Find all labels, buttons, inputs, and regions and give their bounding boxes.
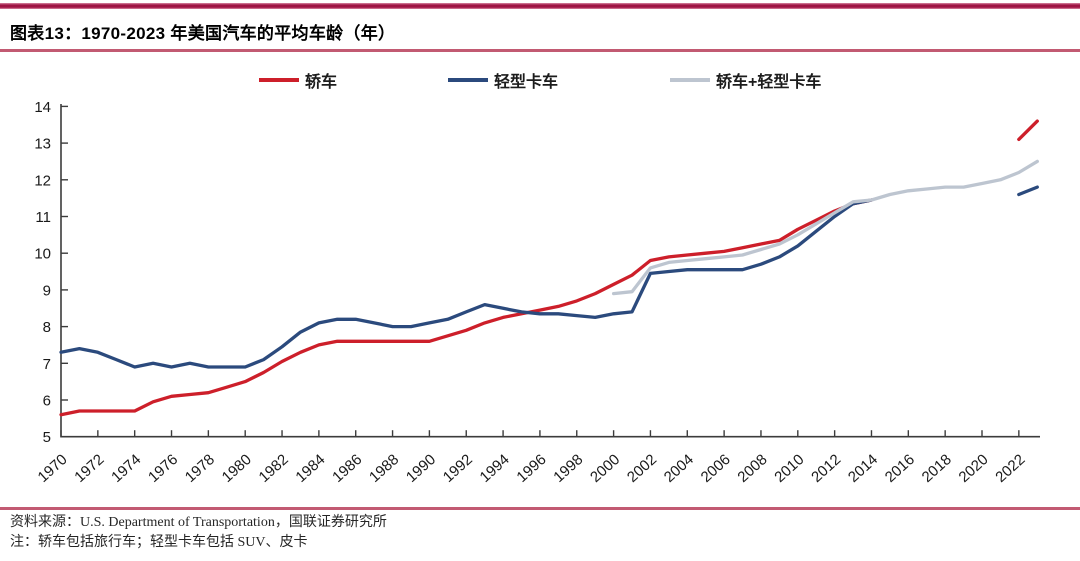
combined-line-swatch bbox=[670, 78, 710, 82]
y-tick-label: 6 bbox=[43, 393, 51, 410]
x-tick-label: 2008 bbox=[734, 451, 770, 486]
x-tick-label: 1994 bbox=[477, 451, 513, 486]
y-tick-label: 5 bbox=[43, 429, 51, 446]
x-tick-label: 2012 bbox=[808, 451, 844, 486]
x-tick-label: 1982 bbox=[256, 451, 292, 486]
series-line-0 bbox=[59, 119, 1039, 417]
chart-legend: 轿车 轻型卡车 轿车+轻型卡车 bbox=[0, 70, 1080, 91]
x-tick-label: 2016 bbox=[882, 451, 918, 486]
definition-note: 注：轿车包括旅行车；轻型卡车包括 SUV、皮卡 bbox=[10, 535, 308, 550]
x-tick-label: 2020 bbox=[955, 451, 991, 486]
x-tick-label: 1978 bbox=[182, 451, 218, 486]
x-tick-label: 1996 bbox=[513, 451, 549, 486]
y-tick-label: 10 bbox=[34, 246, 51, 263]
x-tick-label: 1998 bbox=[550, 451, 586, 486]
x-tick-label: 1970 bbox=[34, 451, 70, 486]
legend-label-cars: 轿车 bbox=[305, 74, 338, 91]
chart-title: 图表13：1970-2023 年美国汽车的平均车龄（年） bbox=[10, 24, 396, 43]
series-line-1 bbox=[59, 185, 1039, 369]
x-tick-label: 2006 bbox=[698, 451, 734, 486]
x-tick-label: 2002 bbox=[624, 451, 660, 486]
legend-label-combined: 轿车+轻型卡车 bbox=[716, 74, 822, 91]
x-tick-label: 1990 bbox=[403, 451, 439, 486]
y-tick-label: 7 bbox=[43, 356, 51, 373]
x-tick-label: 2014 bbox=[845, 451, 881, 486]
y-tick-label: 11 bbox=[35, 209, 51, 226]
axes bbox=[60, 104, 1040, 438]
x-tick-label: 1976 bbox=[145, 451, 181, 486]
x-tick-label: 1984 bbox=[292, 451, 328, 486]
legend-item-combined: 轿车+轻型卡车 bbox=[670, 70, 822, 91]
legend-item-light-trucks: 轻型卡车 bbox=[448, 70, 559, 91]
y-tick-label: 9 bbox=[43, 282, 51, 299]
source-note: 资料来源：U.S. Department of Transportation，国… bbox=[10, 515, 387, 530]
footer-divider bbox=[0, 507, 1080, 510]
x-tick-label: 2004 bbox=[661, 451, 697, 486]
y-tick-label: 13 bbox=[34, 136, 51, 153]
y-tick-label: 12 bbox=[34, 172, 51, 189]
x-tick-label: 1980 bbox=[219, 451, 255, 486]
title-divider bbox=[0, 49, 1080, 52]
legend-label-light-trucks: 轻型卡车 bbox=[494, 74, 559, 91]
x-tick-label: 2010 bbox=[771, 451, 807, 486]
x-tick-label: 2022 bbox=[992, 451, 1028, 486]
x-tick-label: 2018 bbox=[919, 451, 955, 486]
x-tick-label: 1986 bbox=[329, 451, 365, 486]
series-line-2 bbox=[611, 159, 1039, 296]
y-tick-label: 14 bbox=[34, 99, 51, 116]
cars-line-swatch bbox=[259, 78, 299, 82]
y-tick-label: 8 bbox=[43, 319, 51, 336]
x-tick-label: 1974 bbox=[108, 451, 144, 486]
x-tick-label: 1988 bbox=[366, 451, 402, 486]
top-accent-bar bbox=[0, 3, 1080, 9]
x-tick-label: 1972 bbox=[71, 451, 107, 486]
x-tick-label: 2000 bbox=[587, 451, 623, 486]
legend-item-cars: 轿车 bbox=[259, 70, 338, 91]
x-tick-label: 1992 bbox=[440, 451, 476, 486]
light-trucks-line-swatch bbox=[448, 78, 488, 82]
